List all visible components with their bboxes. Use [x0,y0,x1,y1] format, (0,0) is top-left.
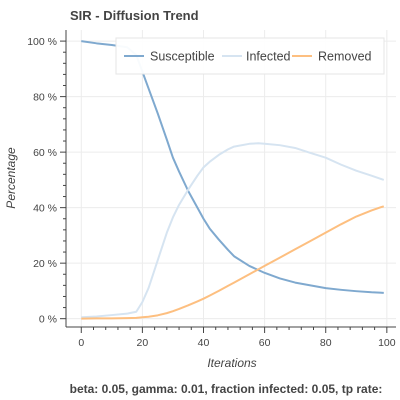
y-tick-label-1: 20 % [33,258,57,270]
series-line-removed [81,205,385,320]
y-tick-label-3: 60 % [33,147,57,159]
x-tick-label-4: 80 [320,337,332,349]
series-line-infected [81,142,385,319]
x-axis-label: Iterations [207,356,256,370]
legend: Susceptible Infected Removed [115,37,385,75]
x-tick-label-3: 60 [259,337,271,349]
y-axis-label: Percentage [4,147,18,209]
y-tick-label-5: 100 % [27,36,57,48]
x-tick-label-2: 40 [198,337,210,349]
axes: 0 20 40 60 80 100 0 % 20 % 40 % 60 % 80 % 100 % [27,30,396,349]
x-tick-label-1: 20 [137,337,149,349]
chart-title: SIR - Diffusion Trend [70,8,199,23]
series-line-susceptible [81,40,384,294]
legend-label-susceptible: Susceptible [150,50,215,64]
grid [66,30,396,327]
legend-label-infected: Infected [246,50,291,64]
footer-parameters: beta: 0.05, gamma: 0.01, fraction infect… [70,382,383,396]
legend-label-removed: Removed [318,50,372,64]
legend-box [115,37,385,75]
y-tick-label-2: 40 % [33,203,57,215]
y-tick-label-0: 0 % [39,314,57,326]
y-tick-label-4: 80 % [33,92,57,104]
x-tick-label-5: 100 [378,337,396,349]
series-lines [81,40,385,320]
x-tick-label-0: 0 [78,337,84,349]
